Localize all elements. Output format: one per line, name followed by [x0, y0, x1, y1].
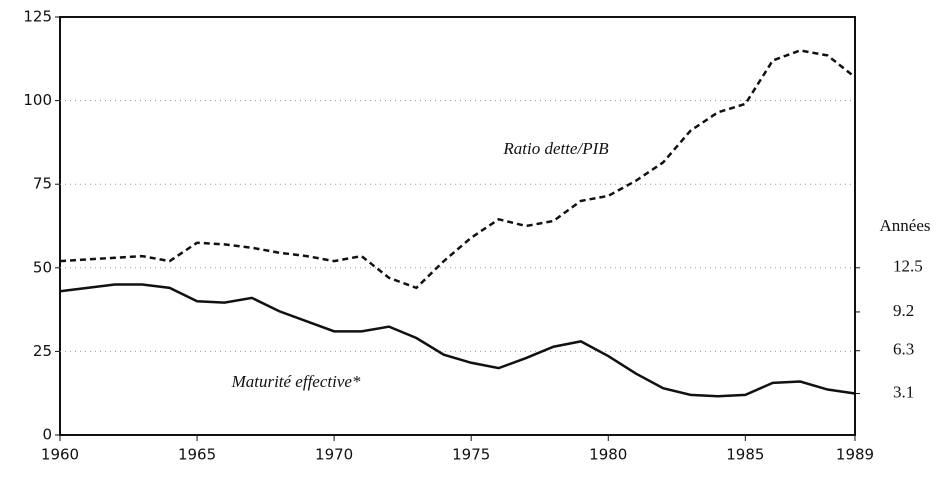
- y2-tick-label: 9.2: [893, 301, 914, 320]
- series-annotation: Ratio dette/PIB: [502, 139, 609, 158]
- y-tick-label: 100: [23, 91, 52, 109]
- y-tick-label: 75: [33, 175, 52, 193]
- x-tick-label: 1985: [726, 446, 764, 464]
- series-line: [59, 49, 856, 290]
- y2-tick-label: 12.5: [893, 257, 923, 276]
- plot-frame: [59, 16, 856, 436]
- y-tick-label: 0: [42, 426, 52, 444]
- x-tick-label: 1975: [452, 446, 490, 464]
- x-tick-label: 1970: [315, 446, 353, 464]
- y2-tick-label: 6.3: [893, 340, 914, 359]
- series-annotation: Maturité effective*: [231, 372, 361, 391]
- y-tick-label: 25: [33, 342, 52, 360]
- x-tick-label: 1960: [41, 446, 79, 464]
- x-tick-label: 1989: [836, 446, 874, 464]
- y2-axis-label: Années: [880, 216, 931, 235]
- y-tick-label: 50: [33, 258, 52, 276]
- x-tick-label: 1965: [178, 446, 216, 464]
- y2-tick-label: 3.1: [893, 382, 914, 401]
- series-line: [59, 283, 856, 398]
- x-tick-label: 1980: [589, 446, 627, 464]
- y-tick-label: 125: [23, 8, 52, 26]
